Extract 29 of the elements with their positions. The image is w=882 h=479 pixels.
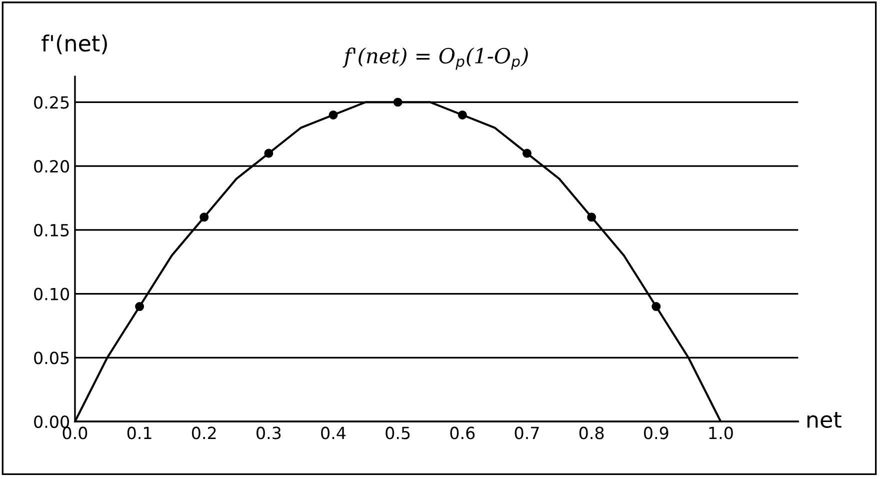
x-tick-label: 0.5	[386, 426, 410, 440]
point	[587, 212, 596, 222]
point	[652, 302, 661, 312]
y-axis-title: f'(net)	[42, 34, 107, 54]
x-tick-label: 0.7	[514, 426, 539, 440]
x-tick-label: 0.6	[450, 426, 475, 440]
point	[264, 148, 274, 158]
point	[458, 110, 467, 120]
y-tick-label: 0.20	[34, 160, 69, 173]
x-axis-title: net	[807, 412, 842, 428]
point	[135, 302, 144, 312]
point	[522, 148, 532, 158]
y-tick-label: 0.05	[34, 352, 69, 364]
y-tick-label: 0.10	[34, 288, 69, 300]
point	[200, 212, 209, 222]
x-tick-label: 0.0	[62, 426, 88, 440]
x-tick-label: 0.8	[579, 426, 604, 440]
point	[393, 98, 402, 107]
x-tick-label: 1.0	[709, 426, 733, 440]
x-tick-label: 0.1	[127, 426, 152, 440]
y-tick-label: 0.15	[34, 224, 69, 236]
chart-title: f'(net) = O$_{p}$(1-O$_{p}$)	[342, 47, 528, 70]
x-tick-label: 0.4	[321, 426, 346, 440]
x-tick-label: 0.9	[644, 426, 668, 440]
x-tick-label: 0.3	[256, 426, 281, 440]
y-tick-label: 0.25	[34, 96, 69, 109]
y-tick-label: 0.00	[34, 415, 69, 428]
x-tick-label: 0.2	[192, 426, 216, 440]
point	[328, 110, 338, 120]
